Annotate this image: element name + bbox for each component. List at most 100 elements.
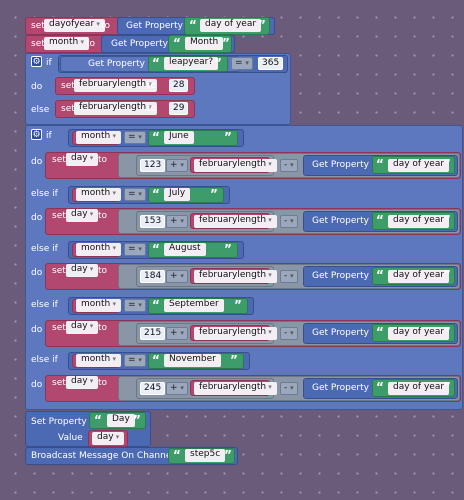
gear-icon[interactable]: ⚙: [31, 56, 42, 67]
to-keyword: to: [86, 39, 96, 49]
set-property-label: Set Property: [31, 417, 87, 427]
text-field-month-name[interactable]: June: [164, 131, 194, 144]
to-keyword: to: [98, 378, 108, 388]
operator-equals-dropdown[interactable]: = ▾: [124, 354, 146, 367]
operator-plus-dropdown[interactable]: + ▾: [166, 327, 188, 340]
variable-dropdown-day[interactable]: day: [66, 321, 99, 334]
variable-dropdown-day[interactable]: day: [66, 264, 99, 277]
variable-dropdown-month[interactable]: month: [76, 188, 121, 201]
operator-minus-dropdown[interactable]: - ▾: [280, 270, 298, 283]
variable-dropdown-day[interactable]: day: [66, 153, 99, 166]
open-quote-icon: “: [376, 268, 384, 282]
operator-equals-dropdown[interactable]: = ▾: [231, 57, 253, 70]
text-field-day[interactable]: Day: [107, 414, 135, 427]
open-quote-icon: “: [152, 242, 160, 256]
variable-dropdown-month[interactable]: month: [44, 37, 89, 50]
close-quote-icon: ”: [443, 325, 451, 339]
get-property-label: Get Property: [111, 39, 168, 49]
gear-icon[interactable]: ⚙: [31, 129, 42, 140]
variable-dropdown-februarylength[interactable]: februarylength: [194, 382, 277, 395]
open-quote-icon: “: [376, 380, 384, 394]
text-field-month-name[interactable]: September: [164, 299, 224, 312]
operator-plus-dropdown[interactable]: + ▾: [166, 382, 188, 395]
to-keyword: to: [98, 155, 108, 165]
open-quote-icon: “: [94, 413, 102, 427]
variable-dropdown-day[interactable]: day: [66, 376, 99, 389]
variable-dropdown-month[interactable]: month: [76, 299, 121, 312]
do-keyword: do: [31, 213, 43, 223]
text-field-month-name[interactable]: August: [164, 243, 206, 256]
else-if-keyword: else if: [31, 355, 58, 365]
text-field-day-of-year[interactable]: day of year: [388, 159, 450, 172]
set-keyword: set: [61, 81, 75, 91]
close-quote-icon: ”: [234, 298, 242, 312]
text-field-day-of-year[interactable]: day of year: [388, 270, 450, 283]
variable-dropdown-februarylength[interactable]: februarylength: [194, 159, 277, 172]
operator-minus-dropdown[interactable]: - ▾: [280, 159, 298, 172]
number-field-365[interactable]: 365: [258, 57, 284, 70]
number-field-offset[interactable]: 153: [140, 215, 166, 228]
text-field-leapyear[interactable]: leapyear?: [164, 57, 219, 70]
text-field-month[interactable]: Month: [185, 37, 224, 50]
if-keyword: if: [46, 58, 52, 68]
to-keyword: to: [101, 21, 111, 31]
set-keyword: set: [52, 211, 66, 221]
variable-dropdown-day[interactable]: day: [92, 432, 125, 445]
to-keyword: to: [98, 211, 108, 221]
text-field-month-name[interactable]: July: [164, 188, 191, 201]
get-property-label: Get Property: [312, 328, 369, 338]
number-field-offset[interactable]: 123: [140, 159, 166, 172]
variable-dropdown-februarylength[interactable]: februarylength: [194, 270, 277, 283]
variable-dropdown-month[interactable]: month: [76, 354, 121, 367]
close-quote-icon: ”: [443, 157, 451, 171]
set-keyword: set: [52, 266, 66, 276]
do-keyword: do: [31, 82, 43, 92]
number-field-offset[interactable]: 245: [140, 382, 166, 395]
number-field-offset[interactable]: 184: [140, 270, 166, 283]
variable-dropdown-day[interactable]: day: [66, 209, 99, 222]
number-field-28[interactable]: 28: [169, 79, 189, 92]
else-if-keyword: else if: [31, 189, 58, 199]
variable-dropdown-month[interactable]: month: [76, 131, 121, 144]
variable-dropdown-februarylength[interactable]: februarylength: [74, 79, 157, 92]
operator-minus-dropdown[interactable]: - ▾: [280, 327, 298, 340]
operator-plus-dropdown[interactable]: + ▾: [166, 159, 188, 172]
number-field-29[interactable]: 29: [169, 102, 189, 115]
operator-minus-dropdown[interactable]: - ▾: [280, 215, 298, 228]
open-quote-icon: “: [189, 18, 197, 32]
close-quote-icon: ”: [133, 413, 141, 427]
variable-dropdown-month[interactable]: month: [76, 243, 121, 256]
text-field-month-name[interactable]: November: [164, 354, 221, 367]
do-keyword: do: [31, 325, 43, 335]
text-field-day-of-year[interactable]: day of year: [388, 382, 450, 395]
variable-dropdown-februarylength[interactable]: februarylength: [74, 102, 157, 115]
variable-dropdown-dayofyear[interactable]: dayofyear: [44, 19, 105, 32]
else-if-keyword: else if: [31, 244, 58, 254]
text-field-step5c[interactable]: step5c: [185, 449, 226, 462]
close-quote-icon: ”: [224, 448, 232, 462]
operator-equals-dropdown[interactable]: = ▾: [124, 243, 146, 256]
close-quote-icon: ”: [224, 130, 232, 144]
operator-plus-dropdown[interactable]: + ▾: [166, 215, 188, 228]
close-quote-icon: ”: [443, 268, 451, 282]
variable-dropdown-februarylength[interactable]: februarylength: [194, 327, 277, 340]
operator-equals-dropdown[interactable]: = ▾: [124, 299, 146, 312]
open-quote-icon: “: [152, 56, 160, 70]
set-keyword: set: [31, 21, 45, 31]
operator-minus-dropdown[interactable]: - ▾: [280, 382, 298, 395]
text-field-day-of-year[interactable]: day of year: [388, 327, 450, 340]
open-quote-icon: “: [173, 448, 181, 462]
operator-equals-dropdown[interactable]: = ▾: [124, 131, 146, 144]
set-keyword: set: [31, 39, 45, 49]
open-quote-icon: “: [152, 130, 160, 144]
variable-dropdown-februarylength[interactable]: februarylength: [194, 215, 277, 228]
close-quote-icon: ”: [443, 213, 451, 227]
operator-equals-dropdown[interactable]: = ▾: [124, 188, 146, 201]
to-keyword: to: [147, 104, 157, 114]
to-keyword: to: [147, 81, 157, 91]
operator-plus-dropdown[interactable]: + ▾: [166, 270, 188, 283]
text-field-day-of-year[interactable]: day of year: [388, 215, 450, 228]
number-field-offset[interactable]: 215: [140, 327, 166, 340]
text-field-day-of-year[interactable]: day of year: [200, 19, 262, 32]
do-keyword: do: [31, 157, 43, 167]
